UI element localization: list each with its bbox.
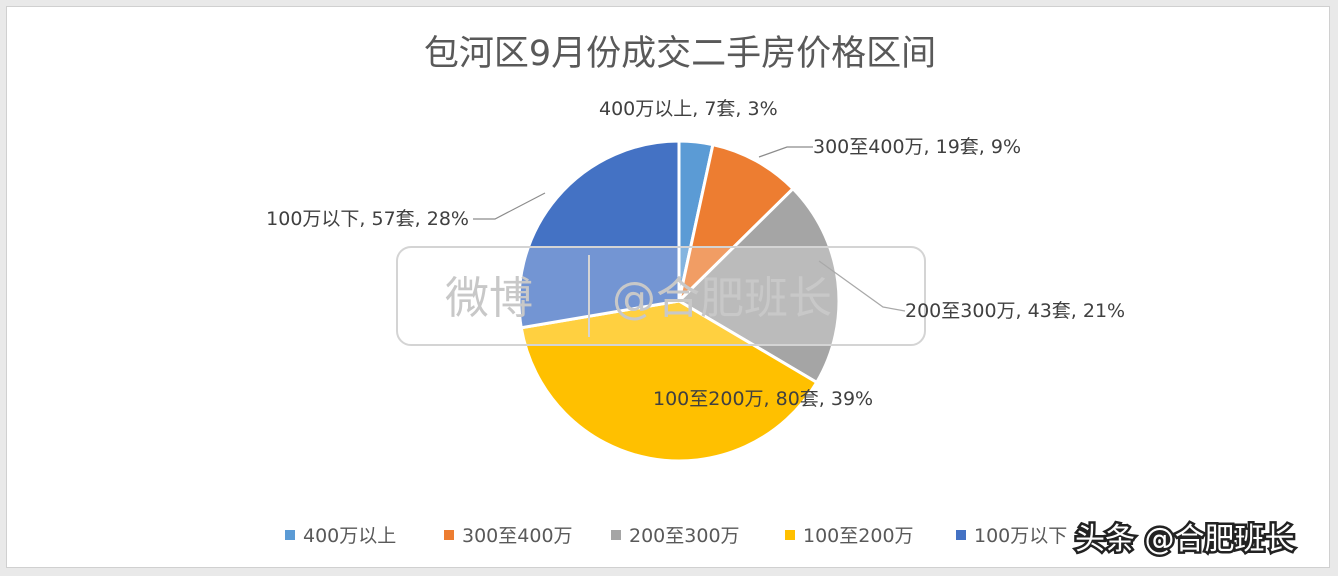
pie-slice <box>517 139 681 330</box>
data-labels: 400万以上, 7套, 3% 300至400万, 19套, 9% 200至300万,… <box>266 98 1125 410</box>
legend-swatch <box>785 530 795 540</box>
data-label: 100万以下, 57套, 28% <box>266 208 469 230</box>
pie-chart: 包河区9月份成交二手房价格区间 微博 @合肥班长 400万以上, 7套, 3% 3… <box>266 34 1297 560</box>
pie-slice <box>519 299 819 463</box>
leader-line <box>758 146 813 158</box>
data-label: 100至200万, 80套, 39% <box>653 388 873 410</box>
legend-swatch <box>956 530 966 540</box>
legend: 400万以上 300至400万 200至300万 100至200万 100万以下 <box>285 525 1067 547</box>
legend-label: 400万以上 <box>303 525 396 547</box>
leader-lines <box>473 146 906 312</box>
pie-slice <box>676 186 841 385</box>
data-label: 300至400万, 19套, 9% <box>813 136 1021 158</box>
watermark-weibo-text: 微博 <box>445 273 533 324</box>
data-label: 200至300万, 43套, 21% <box>905 300 1125 322</box>
legend-label: 300至400万 <box>462 525 573 547</box>
pie-slices <box>517 139 841 463</box>
leader-line <box>473 192 546 220</box>
data-label: 400万以上, 7套, 3% <box>599 98 778 120</box>
weibo-watermark: 微博 @合肥班长 <box>396 246 926 346</box>
corner-watermark: 头条 @合肥班长 <box>1075 522 1295 557</box>
leader-line <box>818 260 906 312</box>
legend-label: 100至200万 <box>803 525 914 547</box>
legend-swatch <box>285 530 295 540</box>
legend-label: 100万以下 <box>974 525 1067 547</box>
pie-slice <box>676 142 796 306</box>
watermark-box <box>396 246 926 346</box>
chart-title: 包河区9月份成交二手房价格区间 <box>424 34 936 74</box>
chart-frame: 包河区9月份成交二手房价格区间 微博 @合肥班长 400万以上, 7套, 3% 3… <box>6 6 1330 568</box>
legend-label: 200至300万 <box>629 525 740 547</box>
watermark-handle-text: @合肥班长 <box>612 273 832 324</box>
legend-swatch <box>444 530 454 540</box>
legend-swatch <box>611 530 621 540</box>
